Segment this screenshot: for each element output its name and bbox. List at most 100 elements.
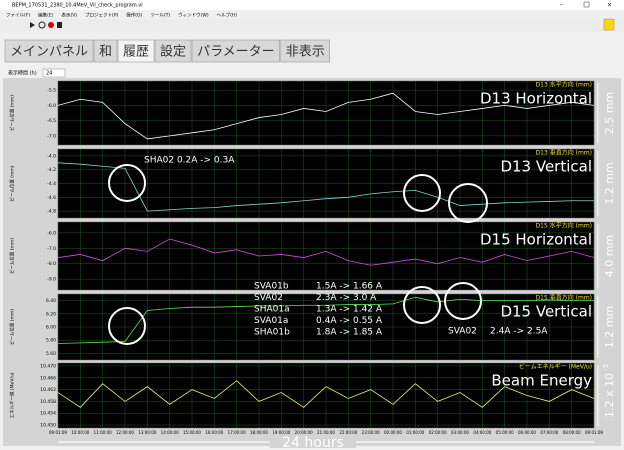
tab[interactable]: パラメーター: [191, 39, 280, 63]
plot-big-label: Beam Energy: [491, 372, 592, 390]
y-tick-label: 6.00: [46, 325, 56, 331]
annotation-name: SVA01a: [254, 316, 288, 326]
maximize[interactable]: [583, 1, 590, 8]
x-tick-label: 10:00:00: [71, 430, 89, 435]
display-time-input[interactable]: [42, 68, 66, 78]
display-time-value: 24: [46, 71, 52, 77]
plot-big-label: D13 Horizontal: [480, 90, 592, 108]
menu-item[interactable]: プロジェクト(P): [85, 13, 118, 19]
tab-bg: [154, 39, 192, 63]
x-tick-label: 06:00:00: [518, 430, 536, 435]
tab[interactable]: 非表示: [280, 39, 331, 63]
x-tick-label: 09:01:09: [585, 430, 603, 435]
x-tick-label: 21:00:00: [317, 430, 335, 435]
circle: [403, 174, 441, 212]
y-axis-label: エネルギー値 (MeV/u): [9, 372, 16, 418]
tab[interactable]: 履歴: [117, 39, 155, 63]
tab-label: 設定: [160, 44, 186, 60]
plot-title: D13 水平方向 (mm): [536, 81, 592, 89]
trace: [57, 380, 595, 408]
annotation-name: SVA02: [448, 327, 477, 337]
menu-item[interactable]: ヘルプ(H): [217, 13, 238, 19]
tab[interactable]: 和: [93, 39, 118, 63]
tab-bg: [191, 39, 280, 63]
pause-button[interactable]: [57, 22, 62, 28]
y-tick-label: -6.5: [47, 118, 56, 124]
annotation-name: SHA01b: [254, 328, 290, 338]
x-tick-label: 17:00:00: [228, 430, 246, 435]
scale-label: 1.2 x 10: [603, 373, 616, 418]
annotation-change: 2.3A -> 3.0 A: [316, 293, 377, 303]
y-tick-label: 6.40: [46, 298, 56, 304]
y-tick-label: -4.4: [47, 181, 56, 187]
circle: [444, 282, 482, 320]
run-continuous[interactable]: [38, 21, 46, 29]
menu-item[interactable]: ファイル(F): [6, 13, 30, 19]
y-tick-label: 10.458: [40, 399, 56, 405]
plot-title: D13 垂直方向 (mm): [536, 149, 592, 157]
menu-item[interactable]: 操作(O): [126, 12, 142, 19]
y-tick-label: -7.0: [47, 133, 56, 139]
x-tick-label: 18:00:00: [250, 430, 268, 435]
x-tick-label: 07:00:00: [540, 430, 558, 435]
tab-bg: [117, 39, 155, 63]
menu-bar: ファイル(F) 編集(E) 表示(V) プロジェクト(P) 操作(O) ツール(T) ウィン…: [6, 12, 237, 19]
annotation: SHA02 0.2A -> 0.3A: [144, 156, 235, 166]
menu-item[interactable]: ツール(T): [150, 13, 170, 19]
menu-item[interactable]: ウィンドウ(W): [178, 12, 209, 19]
x-tick-label: 03:00:00: [451, 430, 469, 435]
x-tick-label: 15:00:00: [183, 430, 201, 435]
x-tick-label: 01:00:00: [406, 430, 424, 435]
y-tick-label: -5.5: [47, 88, 56, 94]
title-bar: [0, 0, 624, 10]
scale-label: 2.5 mm: [603, 92, 616, 134]
help-icon[interactable]: [603, 18, 615, 31]
x-tick-label: 12:00:00: [116, 430, 134, 435]
trace: [57, 238, 595, 266]
trace: [57, 92, 595, 140]
x-tick-label: 20:00:00: [295, 430, 313, 435]
minimize[interactable]: –: [560, 2, 563, 9]
y-axis-label: ビーム位置 (mm): [9, 238, 16, 274]
scale-label: 1.2 mm: [603, 162, 616, 204]
tab-bg: [280, 39, 331, 63]
y-tick-label: 10.466: [40, 375, 56, 381]
y-tick-label: -4.8: [47, 209, 56, 215]
span-label: 24 hours: [282, 435, 344, 450]
tab[interactable]: 設定: [154, 39, 192, 63]
x-tick-label: 22:00:00: [339, 430, 357, 435]
span-bg: [270, 436, 356, 448]
trace: [57, 296, 594, 344]
y-tick-label: 10.450: [40, 423, 56, 429]
annotation-change: 2.4A -> 2.5A: [490, 327, 548, 337]
tab-label: 非表示: [286, 45, 325, 60]
menu-item[interactable]: 編集(E): [38, 12, 54, 19]
plot-title: D15 水平方向 (mm): [536, 222, 592, 230]
y-tick-label: 10.470: [40, 363, 56, 369]
y-axis-label: ビーム位置 (mm): [9, 165, 16, 201]
y-tick-label: 5.80: [46, 338, 56, 344]
display-time-label: 表示時間 (h): [8, 70, 37, 77]
trace: [57, 162, 594, 212]
close[interactable]: ×: [607, 2, 612, 9]
tab[interactable]: メインパネル: [4, 39, 94, 63]
y-tick-label: -7.0: [47, 246, 56, 252]
y-tick-label: -9.0: [47, 277, 56, 283]
window-title: BEPM_170531_2380_10.4MeV_Vil_check_progr…: [12, 3, 143, 9]
annotation-name: SHA01a: [254, 305, 290, 315]
y-tick-label: -8.0: [47, 261, 56, 267]
plot-big-label: D15 Horizontal: [480, 231, 592, 249]
abort-button[interactable]: [48, 22, 54, 28]
scale-label: 1.2 mm: [603, 306, 616, 348]
tab-bg: [93, 39, 118, 63]
menu-item[interactable]: 表示(V): [61, 12, 77, 19]
plot-big-label: D15 Vertical: [500, 303, 592, 321]
plot-title: D15 垂直方向 (mm): [536, 294, 592, 302]
run-button[interactable]: [30, 22, 35, 28]
annotation-change: 1.5A -> 1.66 A: [316, 282, 383, 292]
x-tick-label: 11:00:00: [94, 430, 112, 435]
y-tick-label: 5.60: [46, 351, 56, 357]
annotation-change: 1.8A -> 1.85 A: [316, 328, 383, 338]
x-tick-label: 14:00:00: [161, 430, 179, 435]
